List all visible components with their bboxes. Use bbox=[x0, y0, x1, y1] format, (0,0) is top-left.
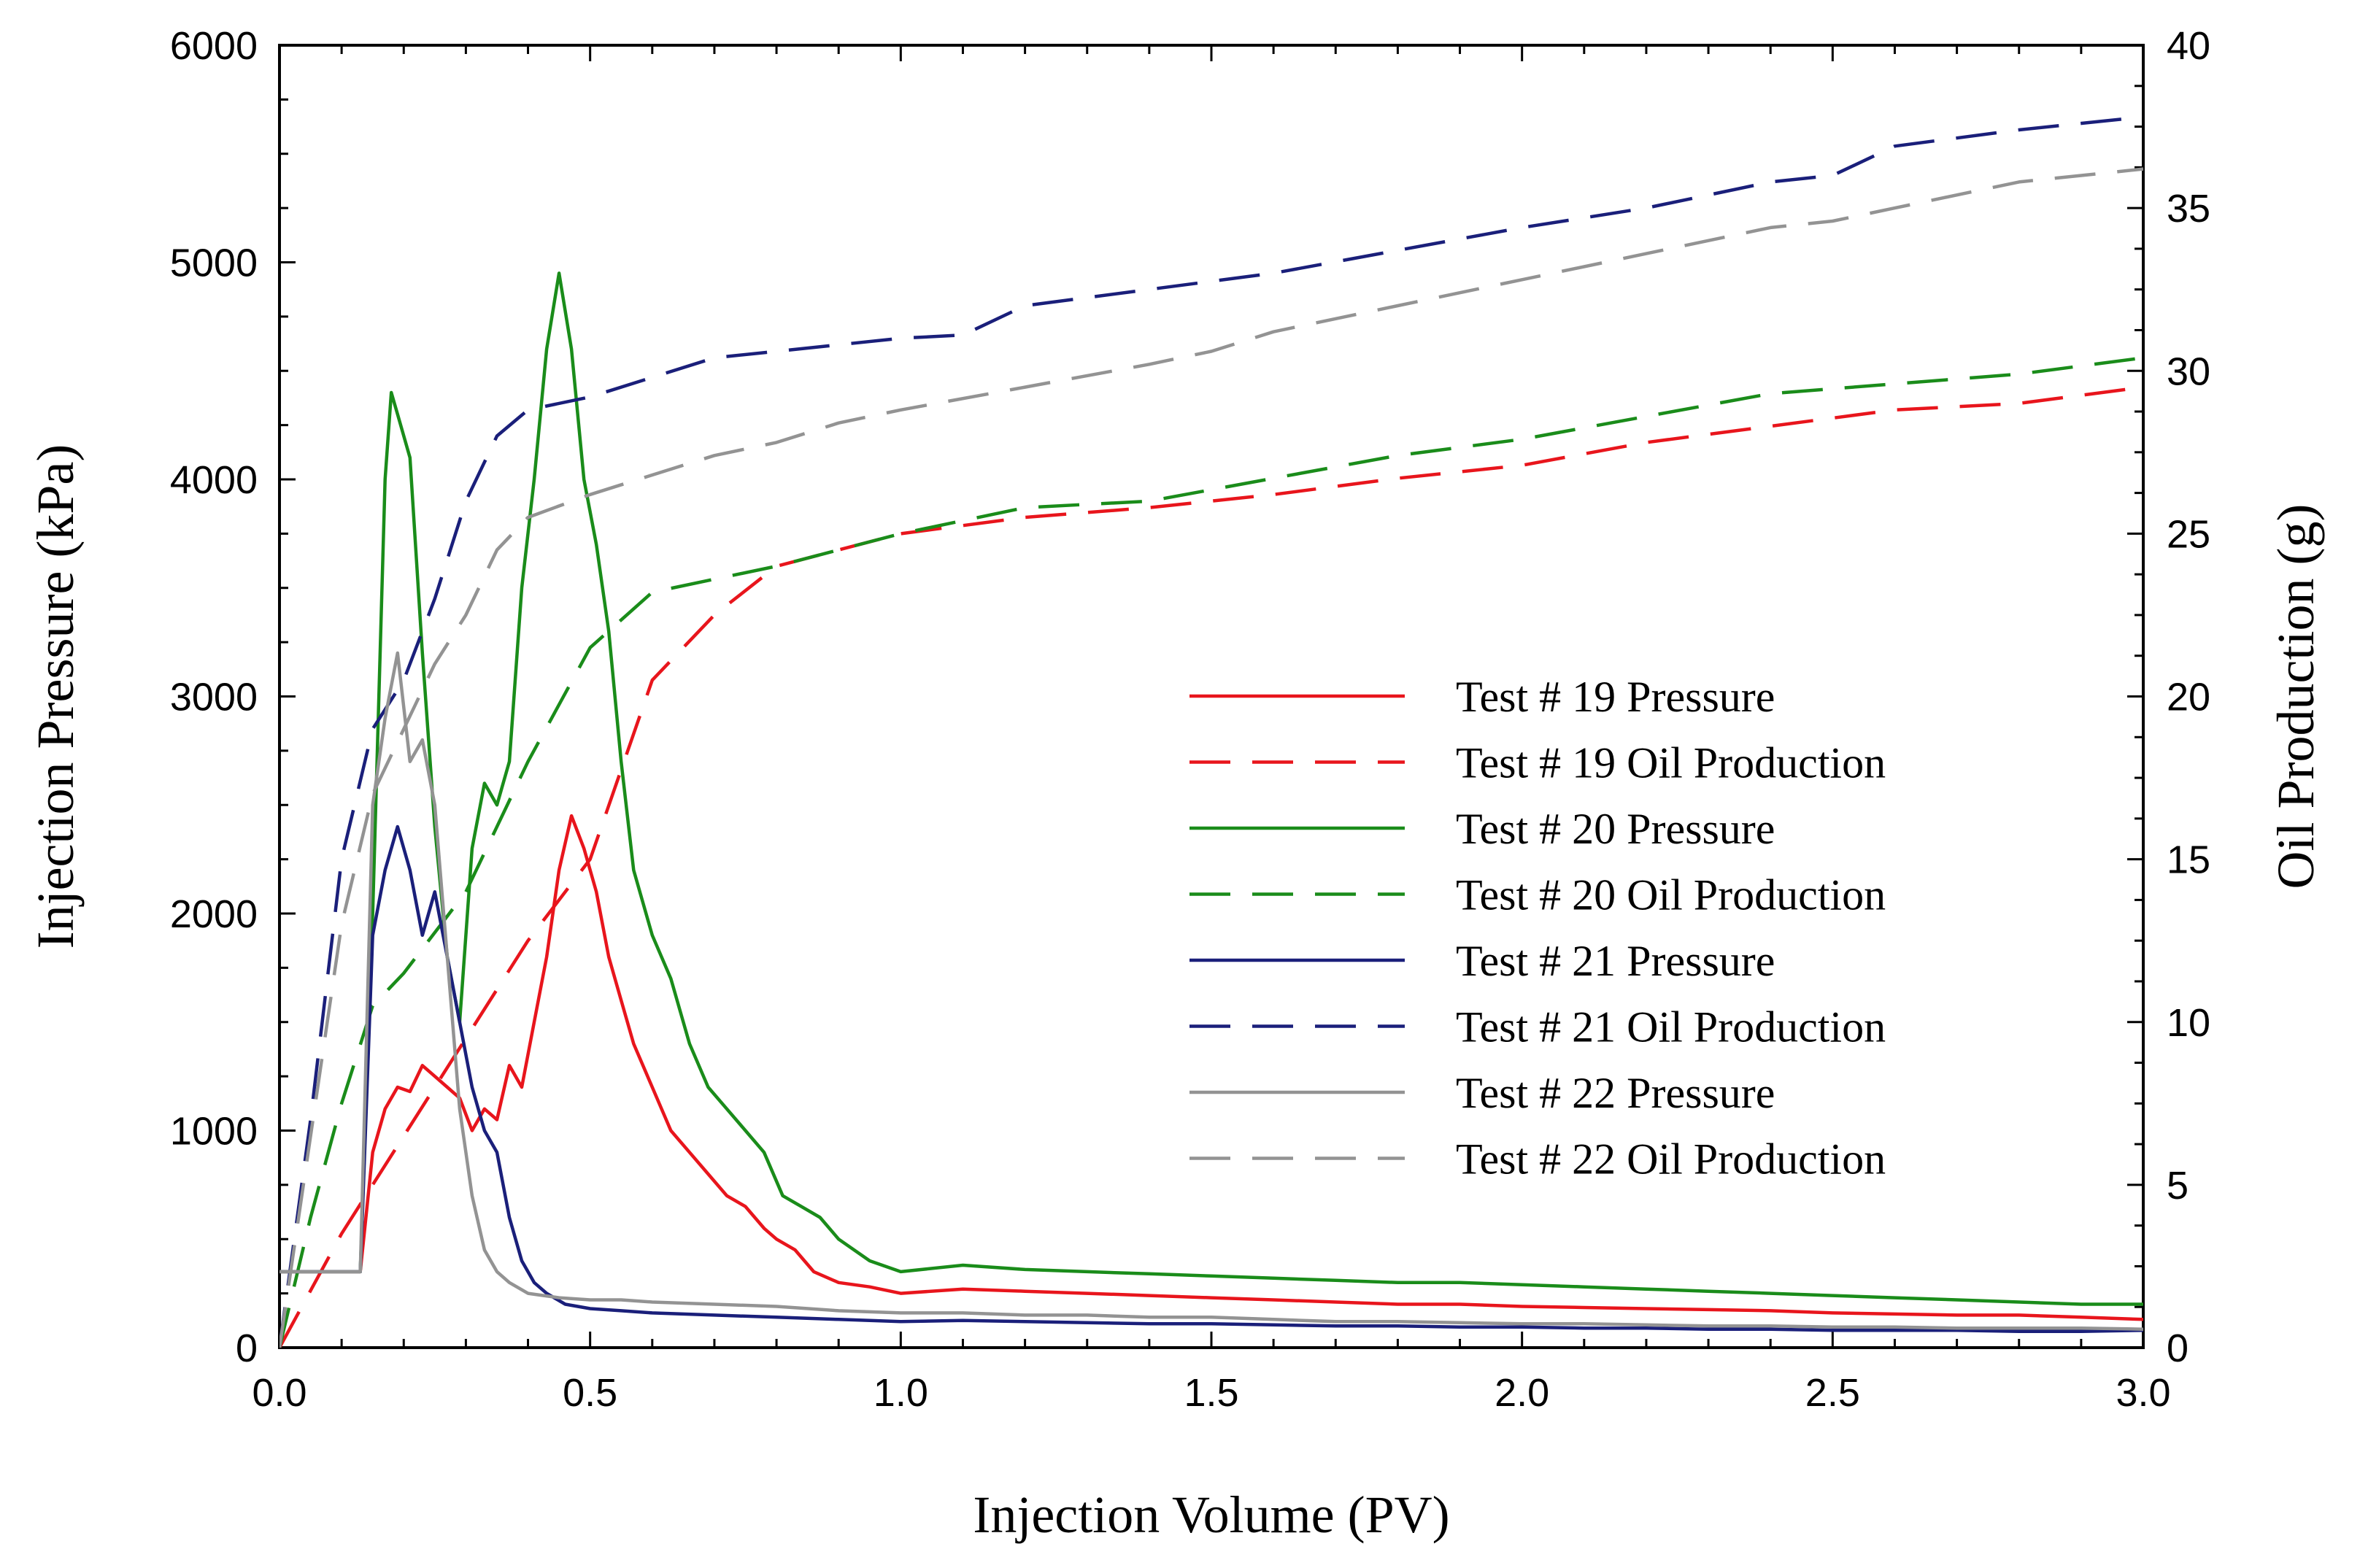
series-line-5 bbox=[279, 824, 2143, 1333]
series-line-6 bbox=[279, 115, 2143, 1348]
legend-label: Test # 21 Oil Production bbox=[1456, 1003, 1886, 1051]
y2-tick-label: 10 bbox=[2167, 1001, 2210, 1045]
legend-label: Test # 22 Pressure bbox=[1456, 1069, 1775, 1117]
y-tick-label: 2000 bbox=[170, 892, 258, 936]
y2-axis-label: Oil Production (g) bbox=[2267, 504, 2325, 889]
series-line-2 bbox=[279, 385, 2143, 1348]
x-tick-label: 1.5 bbox=[1184, 1371, 1238, 1415]
y-tick-label: 0 bbox=[236, 1326, 258, 1370]
series-line-7 bbox=[279, 651, 2143, 1331]
y2-tick-label: 0 bbox=[2167, 1326, 2189, 1370]
y-tick-label: 1000 bbox=[170, 1110, 258, 1154]
legend-label: Test # 19 Pressure bbox=[1456, 673, 1775, 721]
x-tick-label: 2.0 bbox=[1495, 1371, 1549, 1415]
series-line-8 bbox=[279, 167, 2143, 1348]
legend-label: Test # 19 Oil Production bbox=[1456, 739, 1886, 787]
x-tick-label: 0.5 bbox=[563, 1371, 617, 1415]
y-axis-ticks: 0 1000 2000 3000 4000 5000 6000 bbox=[170, 24, 296, 1370]
legend: Test # 19 Pressure Test # 19 Oil Producti… bbox=[1189, 673, 1886, 1183]
y-axis-label: Injection Pressure (kPa) bbox=[26, 444, 85, 949]
legend-label: Test # 21 Pressure bbox=[1456, 937, 1775, 985]
legend-label: Test # 20 Pressure bbox=[1456, 805, 1775, 853]
x-tick-label: 3.0 bbox=[2116, 1371, 2170, 1415]
y-tick-label: 6000 bbox=[170, 24, 258, 68]
legend-label: Test # 20 Oil Production bbox=[1456, 871, 1886, 919]
series-line-4 bbox=[279, 356, 2143, 1348]
x-axis-label: Injection Volume (PV) bbox=[973, 1486, 1449, 1544]
y2-tick-label: 20 bbox=[2167, 676, 2210, 719]
y-tick-label: 5000 bbox=[170, 242, 258, 285]
y2-tick-label: 35 bbox=[2167, 187, 2210, 231]
series-line-1 bbox=[279, 814, 2143, 1321]
y-tick-label: 4000 bbox=[170, 458, 258, 502]
y2-tick-label: 40 bbox=[2167, 24, 2210, 68]
x-tick-label: 2.5 bbox=[1805, 1371, 1860, 1415]
legend-label: Test # 22 Oil Production bbox=[1456, 1135, 1886, 1183]
x-tick-label: 0.0 bbox=[252, 1371, 306, 1415]
y2-tick-label: 5 bbox=[2167, 1164, 2189, 1208]
y2-tick-label: 25 bbox=[2167, 512, 2210, 556]
y2-tick-label: 15 bbox=[2167, 838, 2210, 882]
y2-axis-ticks: 0 5 10 15 20 25 30 35 40 bbox=[2127, 24, 2210, 1370]
x-tick-label: 1.0 bbox=[874, 1371, 928, 1415]
x-axis-ticks: 0.0 0.5 1.0 1.5 2.0 2.5 3.0 bbox=[252, 45, 2171, 1415]
series-group bbox=[279, 115, 2143, 1348]
y-tick-label: 3000 bbox=[170, 676, 258, 719]
y2-tick-label: 30 bbox=[2167, 349, 2210, 393]
